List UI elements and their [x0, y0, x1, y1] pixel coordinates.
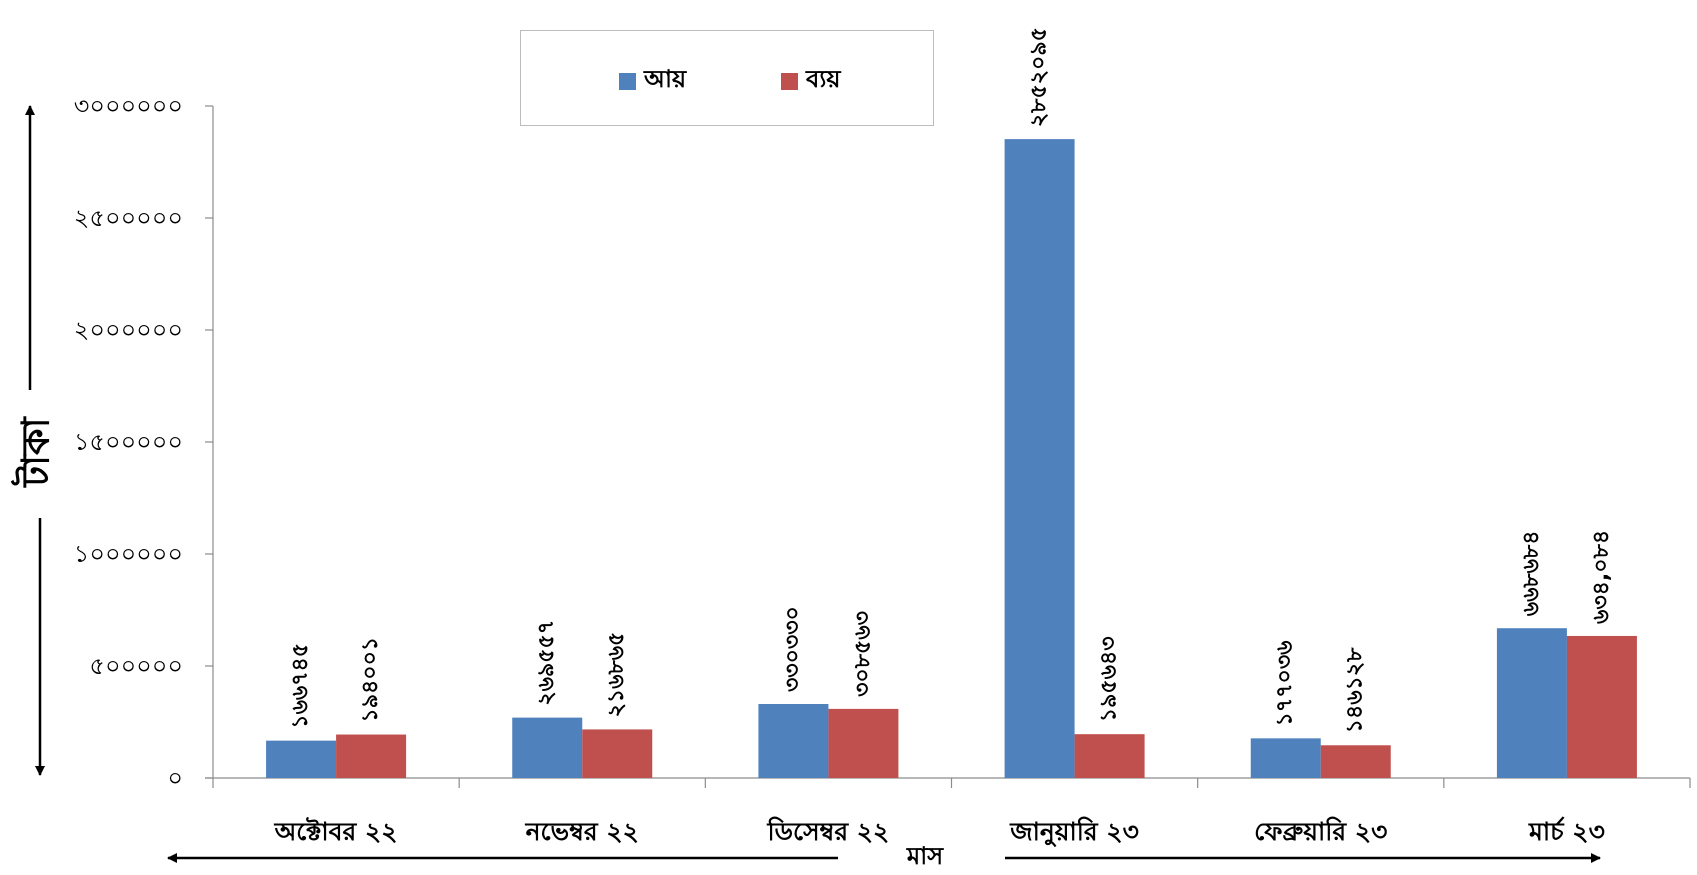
y-tick-label: ১৫০০০০০ [74, 428, 183, 456]
data-label-expense: ৩০৮৫৬৩ [850, 611, 875, 697]
y-tick-label: ১০০০০০০ [74, 540, 183, 568]
legend-swatch-income [619, 72, 636, 90]
x-category-label: মার্চ ২৩ [1528, 816, 1605, 846]
bar-expense [828, 708, 899, 778]
bar-expense [336, 734, 407, 778]
x-category-label: জানুয়ারি ২৩ [1009, 816, 1139, 848]
y-tick-label: ৩০০০০০০ [74, 92, 183, 120]
x-axis-title: মাস [906, 842, 944, 870]
data-label-expense: ১৯৪০০১ [358, 637, 383, 723]
data-label-expense: ১৪৬১২৮ [1343, 647, 1368, 733]
legend-swatch-expense [781, 72, 798, 90]
y-tick-label: ০ [167, 764, 183, 792]
bar-expense [1074, 734, 1145, 778]
y-tick-label: ৫০০০০০ [89, 652, 183, 680]
bar-expense [1566, 635, 1637, 778]
labels: ১৬৬৭৪৫ ১৯৪০০১ অক্টোবর ২২ ২৬৯৫৫৭ ২১৬৮৬৫ নভেম্ব… [274, 27, 1614, 848]
y-tick-label: ২০০০০০০ [74, 316, 183, 344]
legend: আয় ব্যয় [520, 30, 934, 126]
y-tick-label: ২৫০০০০০ [74, 204, 183, 232]
bar-income [512, 717, 583, 778]
bar-income [266, 740, 337, 778]
data-label-expense: ২১৬৮৬৫ [604, 632, 629, 718]
bar-expense [1320, 745, 1391, 778]
y-axis-title: টাকা [11, 415, 58, 488]
bars [266, 139, 1637, 778]
x-category-label: নভেম্বর ২২ [525, 817, 639, 846]
legend-item-income: আয় [619, 61, 686, 101]
data-label-income: ২৮৫২০৯৫ [1027, 27, 1052, 127]
legend-label-income: আয় [644, 65, 687, 93]
legend-item-expense: ব্যয় [781, 61, 840, 101]
data-label-income: ১৭৭০৩৬ [1273, 641, 1298, 727]
x-category-label: ডিসেম্বর ২২ [767, 816, 890, 846]
x-category-label: ফেব্রুয়ারি ২৩ [1254, 816, 1387, 846]
bar-income [1496, 628, 1567, 778]
legend-label-expense: ব্যয় [806, 65, 841, 93]
axes: ০ ৫০০০০০ ১০০০০০০ ১৫০০০০০ ২০০০০০০ ২৫০০০০০ ৩০০০০… [74, 92, 1691, 792]
bar-income [1250, 738, 1321, 778]
data-label-expense: ৬৩৪,০৮৪ [1589, 530, 1614, 624]
bar-income [1004, 139, 1075, 778]
bar-expense [582, 729, 653, 778]
x-category-label: অক্টোবর ২২ [274, 817, 398, 846]
data-label-expense: ১৯৫৬৪৩ [1097, 636, 1122, 722]
axis-titles: টাকা মাস [11, 105, 1601, 870]
data-label-income: ২৬৯৫৫৭ [534, 620, 559, 706]
bar-income [758, 704, 829, 778]
data-label-income: ৩৩০৩৩০ [780, 606, 805, 692]
data-label-income: ১৬৬৭৪৫ [288, 643, 313, 729]
data-label-income: ৬৬৮৬৮৪ [1519, 530, 1544, 616]
